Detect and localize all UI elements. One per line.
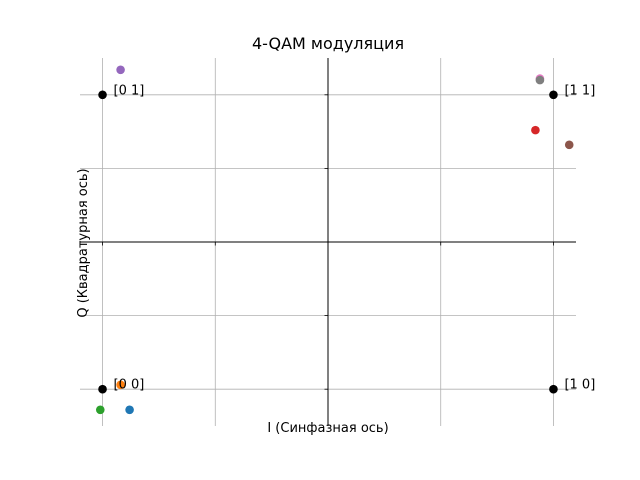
data-points [95,65,574,415]
constellation-label: [0 0] [114,378,145,393]
received-point [531,125,540,135]
chart-title: 4-QAM модуляция [252,34,404,53]
constellation-point [549,90,558,100]
constellation-label: [1 0] [564,378,595,393]
received-point [95,405,105,415]
constellation-point [98,384,107,394]
constellation-point [98,90,107,100]
axes [80,58,576,426]
received-point [125,405,134,415]
y-axis-label: Q (Квадратурная ось) [76,168,91,317]
constellation-point [549,384,558,394]
point-labels: [0 0] [0 1] [1 0] [1 1] [114,83,596,392]
x-axis-label: I (Синфазная ось) [267,421,388,436]
received-point [535,75,545,85]
constellation-label: [0 1] [114,83,145,98]
received-point [564,140,574,150]
received-point [116,65,125,75]
constellation-label: [1 1] [564,83,595,98]
received-point [116,380,125,390]
